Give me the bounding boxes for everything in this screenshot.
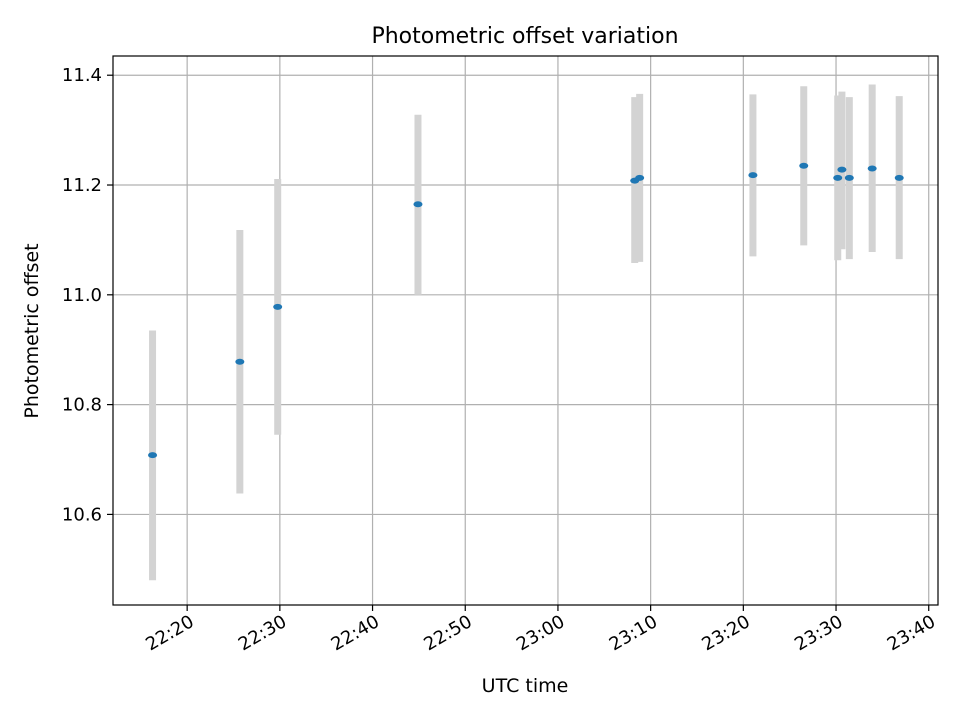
x-axis-label: UTC time xyxy=(482,675,569,697)
plot-frame xyxy=(112,55,939,606)
y-tick-label: 11.2 xyxy=(62,175,102,196)
data-point xyxy=(748,172,758,179)
data-point xyxy=(635,174,645,181)
data-points xyxy=(148,162,904,459)
y-tick-label: 11.4 xyxy=(62,65,102,86)
data-point xyxy=(273,303,283,310)
y-tick-label: 11.0 xyxy=(62,285,102,306)
y-axis-label: Photometric offset xyxy=(21,243,43,418)
data-point xyxy=(148,452,158,459)
data-point xyxy=(844,174,854,181)
data-point xyxy=(235,358,245,365)
y-tick-label: 10.6 xyxy=(62,504,102,525)
data-point xyxy=(833,174,843,181)
data-point xyxy=(799,162,809,169)
data-point xyxy=(867,165,877,172)
data-point xyxy=(837,166,847,173)
data-point xyxy=(413,201,423,208)
chart-title: Photometric offset variation xyxy=(371,24,678,49)
data-point xyxy=(894,174,904,181)
y-tick-label: 10.8 xyxy=(62,395,102,416)
grid-lines xyxy=(113,56,938,605)
